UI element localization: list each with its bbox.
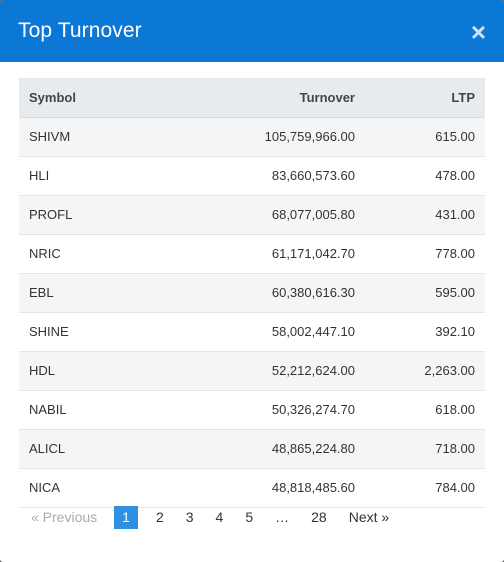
table-row: HLI 83,660,573.60 478.00 bbox=[19, 156, 485, 196]
cell-symbol: EBL bbox=[19, 273, 139, 313]
page-button-3[interactable]: 3 bbox=[185, 509, 194, 525]
table-row: NICA 48,818,485.60 784.00 bbox=[19, 468, 485, 508]
table-row: SHIVM 105,759,966.00 615.00 bbox=[19, 117, 485, 157]
cell-turnover: 105,759,966.00 bbox=[139, 117, 365, 157]
cell-ltp: 392.10 bbox=[365, 312, 485, 352]
pagination-ellipsis: … bbox=[275, 509, 290, 525]
modal-header: Top Turnover × bbox=[0, 0, 504, 62]
column-header-ltp: LTP bbox=[365, 78, 485, 118]
table-row: EBL 60,380,616.30 595.00 bbox=[19, 273, 485, 313]
table-row: NABIL 50,326,274.70 618.00 bbox=[19, 390, 485, 430]
modal-title: Top Turnover bbox=[18, 19, 142, 42]
cell-ltp: 615.00 bbox=[365, 117, 485, 157]
cell-symbol: HDL bbox=[19, 351, 139, 391]
pagination: « Previous 1 2 3 4 5 … 28 Next » bbox=[24, 506, 400, 529]
cell-ltp: 2,263.00 bbox=[365, 351, 485, 391]
page-button-5[interactable]: 5 bbox=[245, 509, 254, 525]
cell-ltp: 778.00 bbox=[365, 234, 485, 274]
cell-symbol: NABIL bbox=[19, 390, 139, 430]
cell-turnover: 52,212,624.00 bbox=[139, 351, 365, 391]
page-button-1[interactable]: 1 bbox=[114, 506, 138, 529]
column-header-turnover: Turnover bbox=[139, 78, 365, 118]
table-row: PROFL 68,077,005.80 431.00 bbox=[19, 195, 485, 235]
cell-turnover: 48,865,224.80 bbox=[139, 429, 365, 469]
cell-ltp: 478.00 bbox=[365, 156, 485, 196]
cell-turnover: 61,171,042.70 bbox=[139, 234, 365, 274]
cell-symbol: PROFL bbox=[19, 195, 139, 235]
cell-ltp: 784.00 bbox=[365, 468, 485, 508]
cell-ltp: 431.00 bbox=[365, 195, 485, 235]
column-header-symbol: Symbol bbox=[19, 78, 139, 118]
table-row: ALICL 48,865,224.80 718.00 bbox=[19, 429, 485, 469]
cell-ltp: 718.00 bbox=[365, 429, 485, 469]
table-row: SHINE 58,002,447.10 392.10 bbox=[19, 312, 485, 352]
cell-turnover: 50,326,274.70 bbox=[139, 390, 365, 430]
close-icon[interactable]: × bbox=[470, 17, 486, 47]
cell-turnover: 58,002,447.10 bbox=[139, 312, 365, 352]
cell-turnover: 48,818,485.60 bbox=[139, 468, 365, 508]
cell-turnover: 60,380,616.30 bbox=[139, 273, 365, 313]
page-button-28[interactable]: 28 bbox=[311, 509, 327, 525]
cell-turnover: 68,077,005.80 bbox=[139, 195, 365, 235]
cell-symbol: ALICL bbox=[19, 429, 139, 469]
cell-symbol: NICA bbox=[19, 468, 139, 508]
table-row: NRIC 61,171,042.70 778.00 bbox=[19, 234, 485, 274]
table-row: HDL 52,212,624.00 2,263.00 bbox=[19, 351, 485, 391]
page-button-4[interactable]: 4 bbox=[215, 509, 224, 525]
turnover-table: Symbol Turnover LTP SHIVM 105,759,966.00… bbox=[19, 78, 485, 508]
cell-symbol: SHINE bbox=[19, 312, 139, 352]
cell-ltp: 595.00 bbox=[365, 273, 485, 313]
table-header-row: Symbol Turnover LTP bbox=[19, 78, 485, 118]
cell-symbol: HLI bbox=[19, 156, 139, 196]
cell-symbol: SHIVM bbox=[19, 117, 139, 157]
turnover-table-container: Symbol Turnover LTP SHIVM 105,759,966.00… bbox=[19, 78, 485, 508]
page-button-2[interactable]: 2 bbox=[155, 509, 164, 525]
next-page-button[interactable]: Next » bbox=[348, 509, 390, 525]
cell-symbol: NRIC bbox=[19, 234, 139, 274]
cell-ltp: 618.00 bbox=[365, 390, 485, 430]
previous-page-button[interactable]: « Previous bbox=[31, 509, 98, 525]
cell-turnover: 83,660,573.60 bbox=[139, 156, 365, 196]
